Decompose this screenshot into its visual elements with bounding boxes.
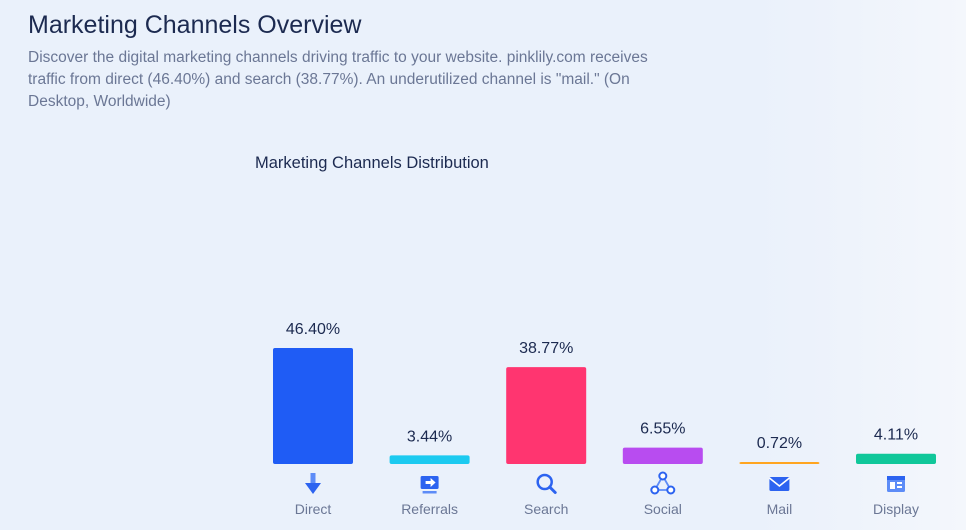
value-label-display: 4.11%	[874, 427, 918, 444]
page-title: Marketing Channels Overview	[28, 11, 362, 39]
display-icon	[887, 476, 905, 492]
bar-direct[interactable]	[273, 348, 353, 464]
social-icon-node	[658, 471, 668, 481]
display-icon-line	[897, 486, 902, 488]
bar-display[interactable]	[856, 453, 936, 464]
search-icon	[536, 473, 557, 494]
category-label-mail: Mail	[767, 501, 793, 517]
category-label-display: Display	[873, 501, 919, 517]
bar-group-display: 4.11% Display	[856, 427, 936, 517]
bar-group-search: 38.77% Search	[506, 340, 587, 517]
bar-referrals[interactable]	[389, 455, 470, 464]
value-label-mail: 0.72%	[757, 435, 802, 452]
display-icon-header	[887, 476, 905, 480]
social-icon-node	[666, 485, 676, 495]
bar-group-referrals: 3.44% Referrals	[389, 428, 470, 517]
direct-arrow-icon-shaft	[310, 473, 316, 485]
value-label-social: 6.55%	[640, 421, 685, 438]
value-label-search: 38.77%	[519, 340, 573, 357]
search-icon-lens	[536, 473, 553, 491]
bar-mail[interactable]	[739, 462, 820, 464]
bar-search[interactable]	[506, 367, 587, 464]
social-icon-node	[650, 485, 660, 495]
referrals-icon	[420, 476, 439, 494]
category-label-search: Search	[524, 501, 568, 517]
direct-arrow-icon	[305, 473, 321, 494]
category-label-direct: Direct	[295, 501, 332, 517]
bar-group-direct: 46.40% Direct	[273, 321, 353, 517]
mail-icon-flap	[768, 477, 790, 488]
direct-arrow-icon-head	[305, 483, 321, 494]
search-icon-handle	[548, 485, 557, 494]
display-icon-line	[897, 482, 902, 484]
referrals-icon-arrow	[425, 478, 436, 487]
social-icon	[650, 471, 676, 495]
value-label-direct: 46.40%	[286, 321, 340, 338]
bar-group-mail: 0.72% Mail	[739, 435, 820, 517]
chart-title: Marketing Channels Distribution	[255, 154, 489, 172]
mail-icon-envelope	[769, 477, 790, 491]
category-label-referrals: Referrals	[401, 501, 458, 517]
value-label-referrals: 3.44%	[407, 428, 452, 445]
bar-social[interactable]	[622, 447, 703, 464]
display-icon-block	[890, 482, 895, 489]
bar-group-social: 6.55% Social	[622, 421, 703, 517]
referrals-icon-stand	[422, 491, 437, 494]
mail-icon	[768, 477, 790, 491]
social-icon-links	[653, 474, 673, 491]
category-label-social: Social	[644, 501, 682, 517]
page-description: Discover the digital marketing channels …	[28, 49, 648, 110]
